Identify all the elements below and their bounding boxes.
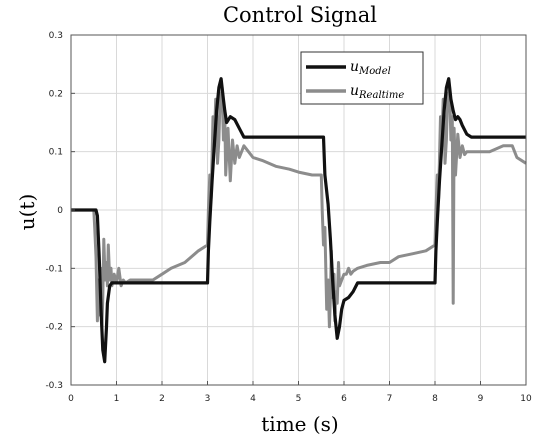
legend-label-realtime-sub: Realtime — [358, 90, 404, 101]
legend-label-model-name: u — [350, 59, 359, 75]
legend-box — [300, 51, 424, 105]
x-tick-label: 3 — [205, 394, 211, 404]
chart-title: Control Signal — [223, 3, 377, 27]
grid — [70, 34, 527, 386]
y-tick-label: -0.3 — [45, 381, 63, 391]
series-line-realtime — [71, 86, 527, 329]
x-axis-ticks: 0 1 2 3 4 5 6 7 8 9 10 — [68, 381, 532, 404]
y-axis-ticks: -0.3 -0.2 -0.1 0 0.1 0.2 0.3 — [45, 31, 75, 391]
y-tick-label: -0.1 — [45, 264, 63, 274]
x-tick-label: 10 — [520, 394, 532, 404]
series-line-model — [71, 77, 526, 364]
legend-label-realtime: uRealtime — [350, 83, 404, 101]
legend-label-model: uModel — [350, 59, 391, 77]
x-tick-label: 4 — [250, 394, 256, 404]
legend-label-model-sub: Model — [358, 66, 391, 77]
series-group — [71, 77, 527, 364]
x-axis-label: time (s) — [261, 412, 338, 436]
x-tick-label: 9 — [478, 394, 484, 404]
legend-label-realtime-name: u — [350, 83, 359, 99]
y-tick-label: 0 — [57, 206, 63, 216]
x-tick-label: 8 — [432, 394, 438, 404]
y-tick-label: 0.2 — [49, 89, 63, 99]
x-tick-label: 0 — [68, 394, 74, 404]
y-tick-label: 0.1 — [49, 148, 63, 158]
legend: uModel uRealtime — [300, 51, 424, 105]
x-tick-label: 6 — [341, 394, 347, 404]
x-tick-label: 1 — [114, 394, 120, 404]
y-axis-label: u(t) — [15, 194, 39, 231]
y-tick-label: 0.3 — [49, 31, 63, 41]
y-tick-label: -0.2 — [45, 323, 63, 333]
x-tick-label: 2 — [159, 394, 165, 404]
x-tick-label: 5 — [296, 394, 302, 404]
x-tick-label: 7 — [387, 394, 393, 404]
